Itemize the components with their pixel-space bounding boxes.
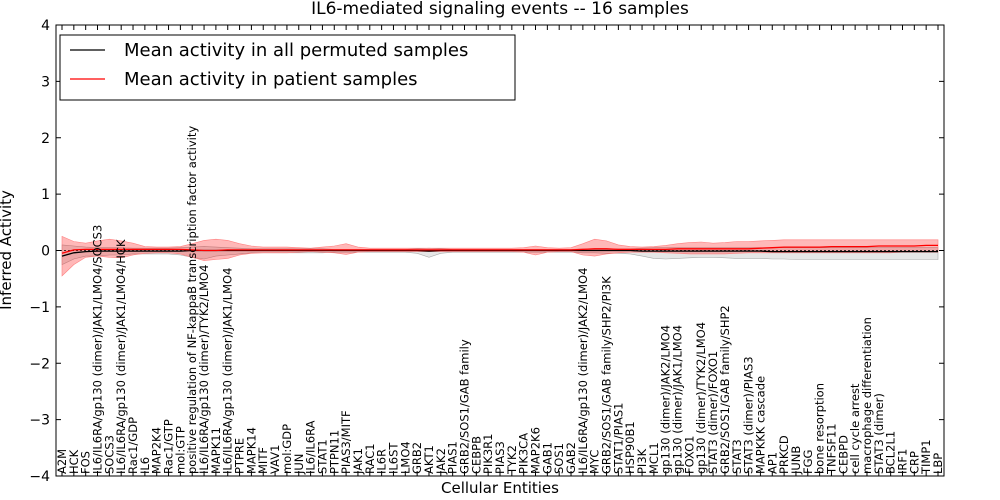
x-tick-label: VAV1: [268, 445, 282, 474]
y-axis: −4 −3 −2 −1 0 1 2 3 4: [29, 18, 944, 485]
x-tick-label: mol:GDP: [280, 424, 294, 474]
x-tick-label: TYK2: [505, 445, 519, 475]
chart-title: IL6-mediated signaling events -- 16 samp…: [311, 0, 689, 19]
x-tick-label: STAT3: [730, 439, 744, 474]
x-tick-label: PTPRE: [233, 438, 247, 474]
x-tick-label: HCK: [67, 449, 81, 474]
x-tick-label: IL6/IL6RA/gp130 (dimer)/TYK2/LMO4: [197, 265, 211, 474]
x-tick-label: GRB2/SOS1/GAB family: [458, 339, 472, 474]
x-tick-label: FOS: [79, 451, 93, 474]
x-tick-label: JAK2: [434, 448, 448, 475]
x-tick-label: AKT1: [422, 445, 436, 474]
x-tick-label: SOCS3: [102, 435, 116, 474]
x-tick-label: MAPKKK cascade: [753, 376, 767, 474]
legend-label-permuted: Mean activity in all permuted samples: [124, 40, 468, 61]
x-tick-label: BCL2L1: [884, 431, 898, 474]
x-tick-label: macrophage differentiation: [860, 317, 874, 474]
y-axis-label: Inferred Activity: [0, 190, 15, 310]
x-tick-label: MAPK14: [244, 427, 258, 474]
x-tick-label: STAT1: [315, 439, 329, 474]
legend-box: [59, 34, 516, 101]
y-tick-label: 3: [41, 74, 50, 90]
x-tick-label: PIK3CA: [517, 433, 531, 474]
x-tick-label: PI3K: [635, 448, 649, 474]
x-tick-label: PTPN11: [327, 430, 341, 474]
series-line-patient: [61, 244, 938, 254]
x-tick-label: PRKCD: [777, 435, 791, 474]
x-tick-label: SOS1: [552, 443, 566, 474]
x-tick-label: STAT1/PIAS1: [611, 403, 625, 474]
x-tick-label: GRB2/SOS1/GAB family/SHP2/PI3K: [600, 276, 614, 474]
y-tick-label: 4: [41, 18, 50, 34]
x-tick-label: bone resorption: [813, 383, 827, 474]
x-tick-label: JAK1: [351, 448, 365, 475]
x-tick-label: PIAS3/MITF: [339, 410, 353, 474]
x-tick-label: JUNB: [789, 446, 803, 475]
x-tick-label: GAB2: [564, 442, 578, 474]
x-tick-label: gp130 (dimer)/JAK1/LMO4: [671, 325, 685, 474]
x-tick-label: GRB2: [410, 442, 424, 474]
y-tick-label: −4: [29, 469, 50, 485]
x-tick-label: TNFSF11: [825, 423, 839, 475]
x-tick-label: IL6/IL6RA: [304, 420, 318, 474]
x-tick-label: GAB1: [540, 442, 554, 474]
x-tick-label: Rac1/GTP: [162, 419, 176, 474]
x-tick-label: PIAS3: [493, 441, 507, 474]
x-tick-label: Rac1/GDP: [126, 417, 140, 474]
legend-label-patient: Mean activity in patient samples: [124, 69, 418, 90]
x-tick-label: IL6/IL6RA/gp130 (dimer)/JAK2/LMO4: [576, 268, 590, 474]
x-tick-label: PIAS1: [446, 441, 460, 474]
x-tick-label: CEBPB: [469, 436, 483, 474]
x-tick-label: mol:GTP: [173, 426, 187, 474]
x-tick-label: IL6/IL6RA/gp130 (dimer)/JAK1/LMO4: [221, 268, 235, 474]
y-tick-label: 1: [41, 187, 50, 203]
x-tick-label: TIMP1: [919, 439, 933, 475]
x-tick-label: LBP: [931, 453, 945, 474]
x-tick-label: IRF1: [896, 449, 910, 474]
x-tick-label: gp130 (dimer)/JAK2/LMO4: [659, 325, 673, 474]
x-tick-label: LMO4: [398, 441, 412, 474]
x-tick-label: FOXO1: [682, 436, 696, 474]
x-tick-label: cell cycle arrest: [848, 383, 862, 474]
y-tick-label: −2: [29, 356, 50, 372]
x-tick-label: CRP: [907, 451, 921, 474]
x-tick-label: STAT3 (dimer): [872, 393, 886, 474]
x-tick-label: MCL1: [647, 442, 661, 474]
x-tick-label: MAP2K6: [529, 427, 543, 474]
y-tick-label: 2: [41, 131, 50, 147]
x-tick-label: A2M: [55, 449, 69, 474]
x-tick-label: MYC: [588, 450, 602, 474]
x-tick-label: IL6R: [375, 449, 389, 474]
x-tick-label: IL6/IL6RA/gp130 (dimer)/JAK1/LMO4/HCK: [114, 239, 128, 474]
x-tick-label: STAT3 (dimer)/FOXO1: [706, 351, 720, 474]
x-tick-label: JUN: [292, 454, 306, 475]
x-tick-label: PIK3R1: [481, 434, 495, 475]
x-tick-label: gp130 (dimer)/TYK2/LMO4: [694, 322, 708, 474]
x-tick-label: MAP2K4: [150, 427, 164, 474]
x-tick-label: FGG: [801, 450, 815, 474]
x-tick-label: MAPK11: [209, 427, 223, 474]
x-tick-label: IL6/IL6RA/gp130 (dimer)/JAK1/LMO4/SOCS3: [91, 225, 105, 474]
x-tick-label: CEBPD: [836, 435, 850, 474]
x-tick-label: IL6: [138, 457, 152, 474]
x-tick-label: AP1: [765, 452, 779, 474]
x-tick-label: HSP90B1: [623, 421, 637, 474]
x-tick-label: STAT3 (dimer)/PIAS3: [742, 356, 756, 474]
y-tick-label: −3: [29, 413, 50, 429]
y-tick-label: −1: [29, 300, 50, 316]
x-axis-label: Cellular Entities: [441, 479, 559, 497]
x-tick-label: positive regulation of NF-kappaB transcr…: [185, 126, 199, 474]
y-tick-label: 0: [41, 244, 50, 260]
legend: Mean activity in all permuted samples Me…: [59, 34, 516, 101]
x-tick-label: RAC1: [363, 443, 377, 474]
x-tick-label: MITF: [256, 447, 270, 474]
x-tick-label: IL6ST: [387, 442, 401, 474]
series-lines: [61, 244, 938, 257]
x-tick-label: GRB2/SOS1/GAB family/SHP2: [718, 305, 732, 474]
